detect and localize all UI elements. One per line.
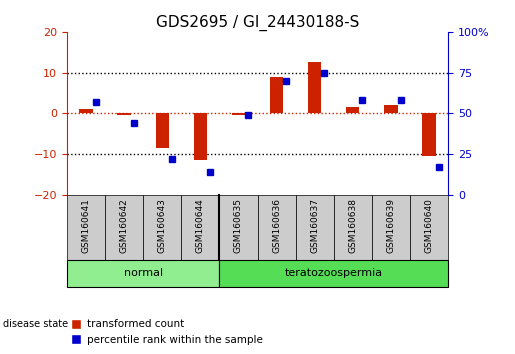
Text: GSM160640: GSM160640 (424, 198, 434, 253)
Bar (296, 195, 334, 260)
Bar (67, 260, 219, 287)
Text: disease state ▶: disease state ▶ (3, 319, 78, 329)
Text: GSM160639: GSM160639 (386, 198, 396, 253)
Bar (181, 195, 219, 260)
Bar (194, 113, 207, 160)
Text: GSM160644: GSM160644 (196, 198, 205, 253)
Text: GSM160635: GSM160635 (234, 198, 243, 253)
Bar (308, 62, 321, 113)
Text: GSM160642: GSM160642 (119, 198, 129, 253)
Bar (232, 113, 245, 115)
Bar (270, 77, 283, 113)
Bar (156, 113, 169, 148)
Bar (258, 195, 296, 260)
Bar (117, 113, 131, 115)
Bar (410, 195, 448, 260)
Text: GSM160637: GSM160637 (310, 198, 319, 253)
Bar (105, 195, 143, 260)
Bar (422, 113, 436, 156)
Bar (384, 105, 398, 113)
Legend: transformed count, percentile rank within the sample: transformed count, percentile rank withi… (67, 315, 267, 349)
Bar (372, 195, 410, 260)
Title: GDS2695 / GI_24430188-S: GDS2695 / GI_24430188-S (156, 14, 359, 30)
Bar (219, 195, 258, 260)
Bar (79, 109, 93, 113)
Bar (143, 195, 181, 260)
Text: GSM160638: GSM160638 (348, 198, 357, 253)
Text: GSM160636: GSM160636 (272, 198, 281, 253)
Text: teratozoospermia: teratozoospermia (285, 268, 383, 279)
Text: GSM160641: GSM160641 (81, 198, 91, 253)
Text: normal: normal (124, 268, 163, 279)
Bar (67, 195, 105, 260)
Bar (334, 195, 372, 260)
Text: GSM160643: GSM160643 (158, 198, 167, 253)
Bar (219, 260, 448, 287)
Bar (346, 107, 359, 113)
